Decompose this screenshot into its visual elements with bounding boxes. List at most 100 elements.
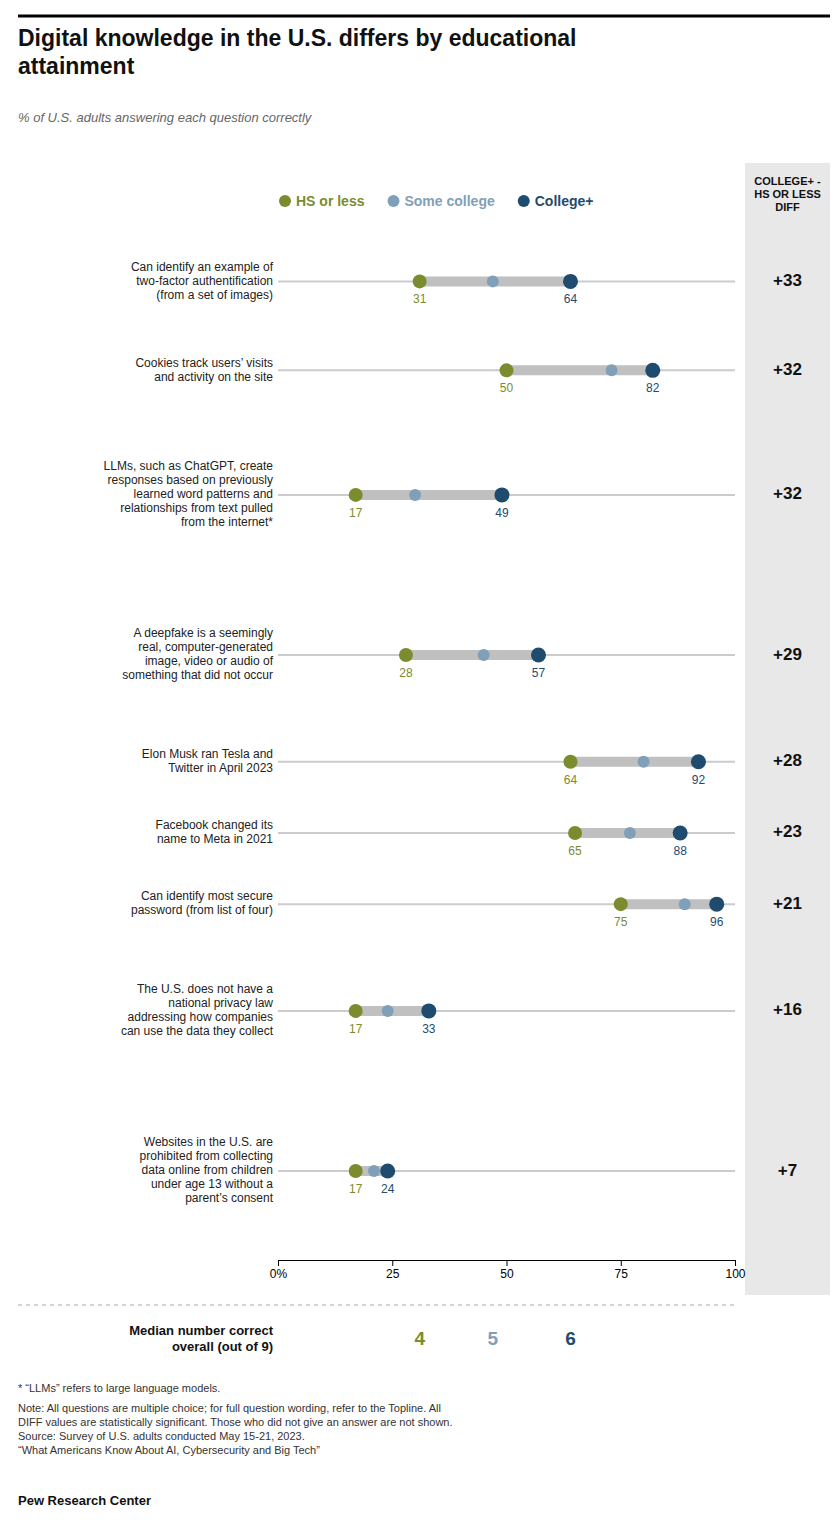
row-label-line: learned word patterns and	[134, 487, 273, 501]
data-label: 49	[495, 506, 509, 520]
row-label-line: Can identify an example of	[131, 260, 274, 274]
row-label-line: from the internet*	[181, 515, 273, 529]
row-label-line: under age 13 without a	[151, 1177, 273, 1191]
diff-value: +21	[773, 894, 802, 913]
dot	[679, 898, 691, 910]
source: Pew Research Center	[18, 1493, 151, 1508]
median-label-line: Median number correct	[129, 1323, 273, 1338]
x-tick-mark	[621, 1260, 622, 1266]
data-label: 82	[646, 381, 660, 395]
title: Digital knowledge in the U.S. differs by…	[18, 25, 576, 79]
data-label: 31	[413, 292, 427, 306]
row-label-line: password (from list of four)	[131, 903, 273, 917]
legend-label: College+	[535, 193, 594, 209]
dot	[382, 1005, 394, 1017]
dumbbell-bar	[570, 757, 698, 767]
dot	[709, 897, 724, 912]
dot	[349, 1004, 363, 1018]
diff-value: +16	[773, 1000, 802, 1019]
row-track	[278, 761, 735, 763]
row-label-line: LLMs, such as ChatGPT, create	[104, 459, 274, 473]
dumbbell-bar	[507, 365, 653, 375]
data-label: 17	[349, 1022, 363, 1036]
median-label: Median number correctoverall (out of 9)	[129, 1323, 273, 1354]
row-label: LLMs, such as ChatGPT, createresponses b…	[104, 459, 274, 529]
diff-value: +32	[773, 360, 802, 379]
median-value: 5	[488, 1328, 499, 1349]
dot	[691, 754, 706, 769]
data-label: 65	[568, 844, 582, 858]
x-tick-label: 25	[386, 1267, 400, 1281]
data-label: 96	[710, 915, 724, 929]
title-line: attainment	[18, 53, 135, 79]
row-label-line: parent’s consent	[185, 1191, 274, 1205]
row-label-line: Can identify most secure	[141, 889, 273, 903]
dot	[673, 825, 688, 840]
x-tick-mark	[735, 1260, 736, 1266]
dot	[349, 1164, 363, 1178]
diff-value: +28	[773, 751, 802, 770]
diff-value: +23	[773, 822, 802, 841]
subtitle: % of U.S. adults answering each question…	[18, 110, 313, 125]
legend-item: Some college	[387, 193, 494, 209]
dot	[399, 648, 413, 662]
dumbbell-bar	[406, 650, 539, 660]
median-value: 6	[565, 1328, 576, 1349]
plot: 3164508217492857649265887596173317240%25…	[270, 274, 746, 1281]
data-label: 33	[422, 1022, 436, 1036]
row-label: Cookies track users’ visitsand activity …	[135, 356, 273, 384]
row-label-line: responses based on previously	[108, 473, 273, 487]
row-track	[278, 280, 735, 282]
x-tick-label: 50	[500, 1267, 514, 1281]
row-label-line: can use the data they collect	[121, 1024, 274, 1038]
diff-header-line: DIFF	[775, 201, 800, 213]
row-label-line: relationships from text pulled	[120, 501, 273, 515]
diff-header-line: HS OR LESS	[754, 188, 821, 200]
x-tick: 100	[725, 1260, 745, 1281]
row-label-line: A deepfake is a seemingly	[134, 626, 273, 640]
diff-value: +32	[773, 484, 802, 503]
footnote: * “LLMs” refers to large language models…	[18, 1382, 220, 1394]
x-axis: 0%255075100	[270, 1260, 746, 1281]
data-label: 64	[564, 773, 578, 787]
row-label-line: real, computer-generated	[138, 640, 273, 654]
dumbbell-bar	[420, 276, 571, 286]
x-tick-mark	[507, 1260, 508, 1266]
legend-swatch	[518, 195, 530, 207]
dot	[645, 363, 660, 378]
dot	[349, 488, 363, 502]
row-label-line: (from a set of images)	[156, 288, 273, 302]
dot	[624, 827, 636, 839]
diff-value: +29	[773, 645, 802, 664]
marks	[278, 274, 735, 1179]
row-label-line: Websites in the U.S. are	[144, 1135, 273, 1149]
data-label: 17	[349, 1182, 363, 1196]
dot	[568, 826, 582, 840]
row-label: A deepfake is a seeminglyreal, computer-…	[122, 626, 273, 682]
row-label-line: Elon Musk ran Tesla and	[142, 747, 273, 761]
dot	[606, 364, 618, 376]
dot	[421, 1003, 436, 1018]
data-label: 17	[349, 506, 363, 520]
legend-item: HS or less	[279, 193, 365, 209]
dumbbell-bar	[575, 828, 680, 838]
row-label-line: The U.S. does not have a	[137, 982, 273, 996]
row-label-line: Cookies track users’ visits	[135, 356, 273, 370]
row-label: Websites in the U.S. areprohibited from …	[140, 1135, 274, 1205]
row-label: Can identify an example oftwo-factor aut…	[131, 260, 274, 302]
dot	[614, 897, 628, 911]
row-label: The U.S. does not have anational privacy…	[121, 982, 274, 1038]
dot	[563, 755, 577, 769]
x-tick: 25	[386, 1260, 400, 1281]
row-label-line: something that did not occur	[122, 668, 273, 682]
footnote-line: “What Americans Know About AI, Cybersecu…	[18, 1444, 320, 1456]
row-track	[278, 832, 735, 834]
row-label-line: Twitter in April 2023	[168, 761, 273, 775]
legend-item: College+	[518, 193, 594, 209]
footnote-line: DIFF values are statistically significan…	[18, 1416, 453, 1428]
row-label-line: national privacy law	[168, 996, 273, 1010]
footnote-line: Note: All questions are multiple choice;…	[18, 1402, 441, 1414]
data-label: 88	[673, 844, 687, 858]
row-label-line: and activity on the site	[154, 370, 273, 384]
diff-value: +7	[778, 1161, 797, 1180]
